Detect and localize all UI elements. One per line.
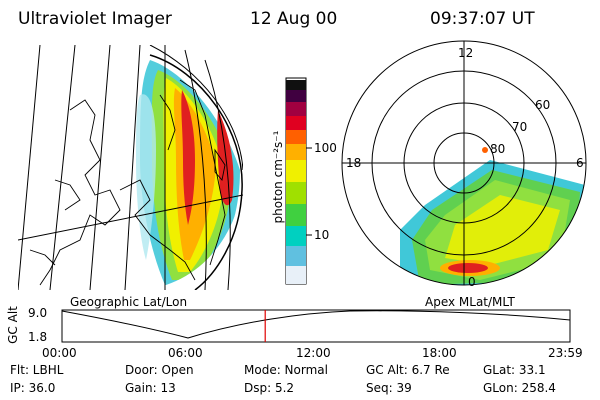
status-mode: Mode: Normal: [244, 363, 328, 377]
polar-plot: [341, 40, 587, 286]
lat-label-60: 60: [535, 98, 551, 112]
date-label: 12 Aug 00: [250, 9, 338, 29]
alt-ylabel: GC Alt: [5, 306, 20, 344]
status-glat: GLat: 33.1: [483, 363, 546, 377]
status-glon: GLon: 258.4: [483, 381, 556, 395]
lat-label-80: 80: [490, 142, 506, 156]
geo-panel-label: Geographic Lat/Lon: [70, 295, 188, 309]
colorbar: [285, 77, 312, 285]
status-seq: Seq: 39: [366, 381, 412, 395]
mlt-label-6: 6: [576, 156, 584, 170]
status-dsp: Dsp: 5.2: [244, 381, 295, 395]
status-flt: Flt: LBHL: [10, 363, 64, 377]
alt-xtick-2: 12:00: [296, 346, 331, 360]
instrument-title: Ultraviolet Imager: [18, 9, 172, 29]
alt-xtick-4: 23:59: [548, 346, 583, 360]
status-gain: Gain: 13: [125, 381, 176, 395]
apex-panel-label: Apex MLat/MLT: [425, 295, 515, 309]
mlt-label-0: 0: [468, 275, 476, 289]
status-gc-alt: GC Alt: 6.7 Re: [366, 363, 450, 377]
mlt-label-12: 12: [458, 46, 474, 60]
alt-xtick-1: 06:00: [168, 346, 203, 360]
mlt-label-18: 18: [346, 156, 362, 170]
lat-label-70: 70: [512, 120, 528, 134]
alt-ytick-high: 9.0: [28, 306, 48, 320]
status-door: Door: Open: [125, 363, 194, 377]
alt-xtick-0: 00:00: [42, 346, 77, 360]
status-ip: IP: 36.0: [10, 381, 56, 395]
colorbar-tick-100: 100: [314, 141, 337, 155]
alt-ytick-low: 1.8: [28, 330, 48, 344]
geographic-map: [18, 45, 243, 290]
time-label: 09:37:07 UT: [430, 9, 535, 29]
alt-xtick-3: 18:00: [422, 346, 457, 360]
colorbar-tick-10: 10: [314, 228, 330, 242]
colorbar-unit-label: photon cm⁻²s⁻¹: [271, 130, 285, 224]
altitude-plot: [61, 309, 571, 343]
